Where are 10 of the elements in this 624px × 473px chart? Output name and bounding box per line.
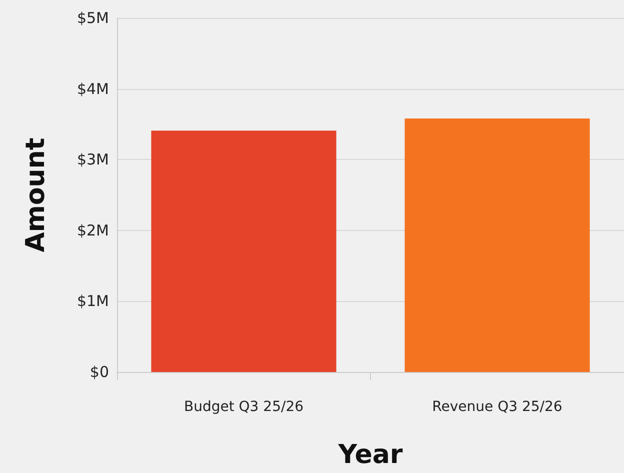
y-tick-label: $4M <box>76 80 109 98</box>
x-tick-label: Revenue Q3 25/26 <box>432 399 562 415</box>
y-axis-title: Amount <box>21 138 51 252</box>
y-tick-label: $5M <box>76 9 109 27</box>
y-tick-label: $0 <box>90 363 109 381</box>
y-tick-label: $2M <box>76 221 109 240</box>
y-tick-label: $3M <box>76 150 109 169</box>
y-tick-label: $1M <box>76 292 109 310</box>
x-tick-label: Budget Q3 25/26 <box>184 399 304 415</box>
x-axis-title: Year <box>337 440 403 470</box>
